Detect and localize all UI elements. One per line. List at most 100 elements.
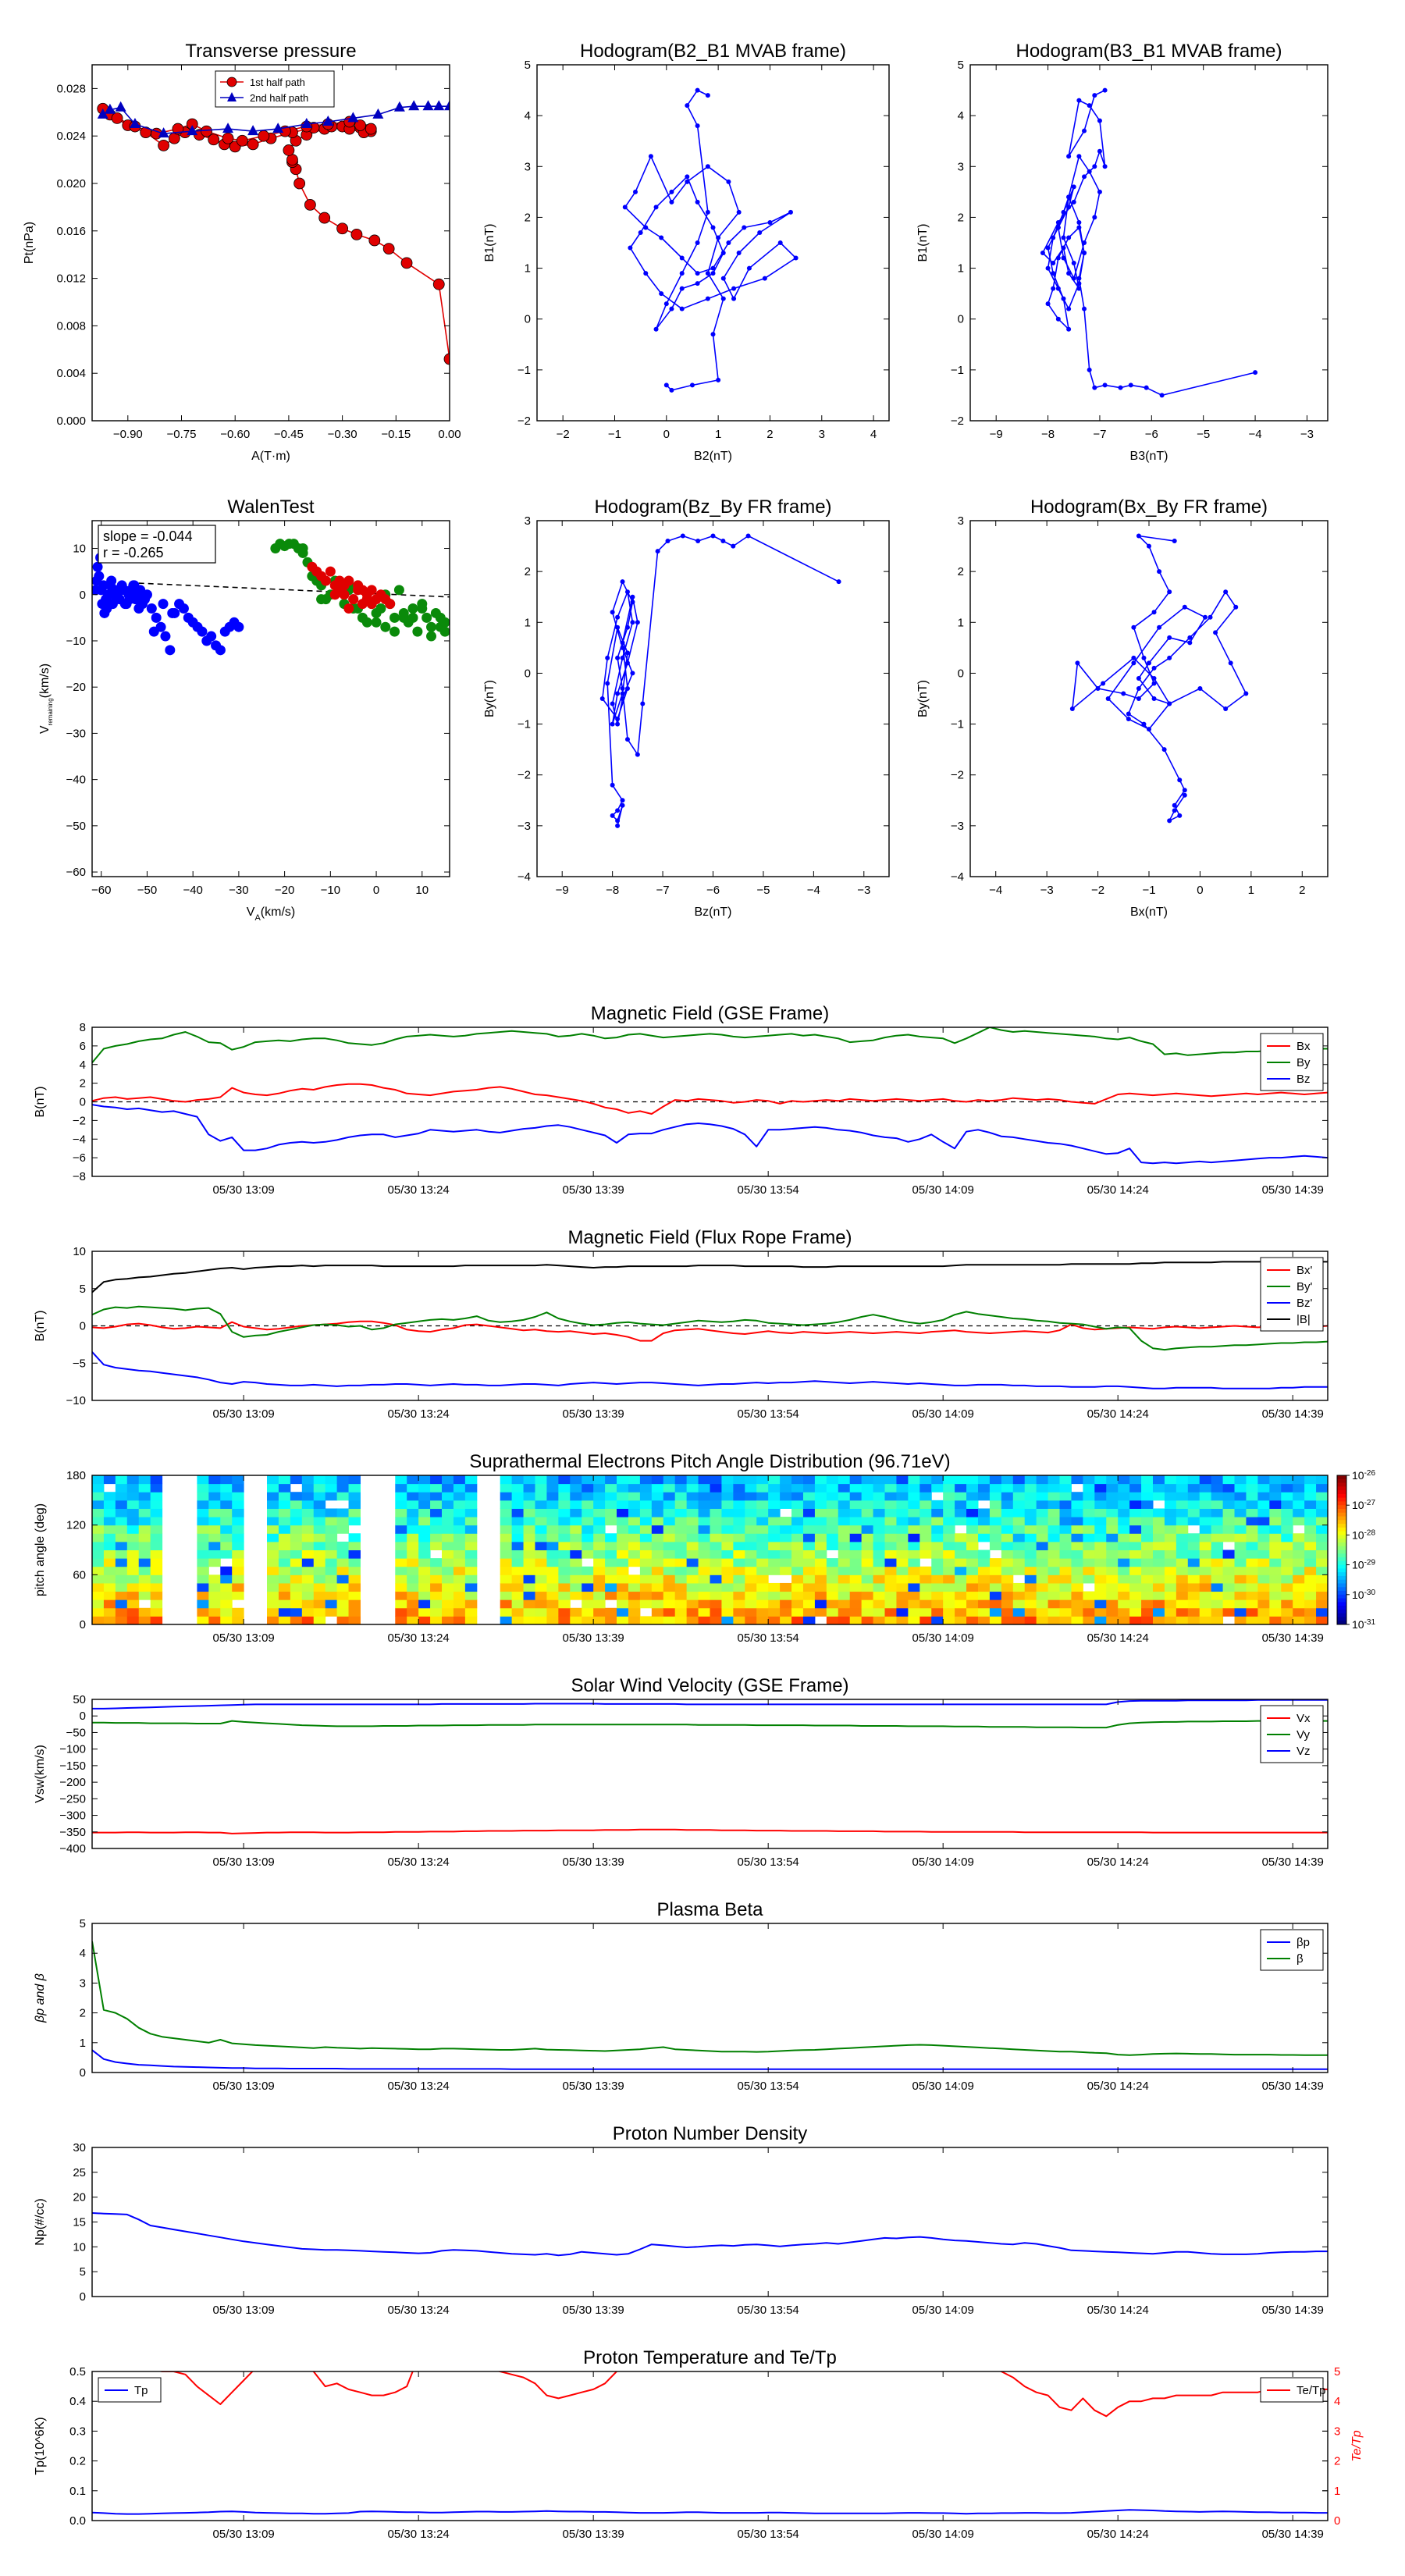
heatmap-cell [861,1483,874,1493]
heatmap-cell [768,1508,781,1517]
heatmap-cell [733,1550,745,1559]
heatmap-cell [348,1599,361,1609]
heatmap-cell [628,1508,641,1517]
heatmap-cell [1269,1599,1282,1609]
heatmap-cell [628,1582,641,1592]
heatmap-cell [908,1616,920,1624]
data-point [710,271,716,276]
heatmap-cell [1176,1591,1189,1600]
heatmap-cell [558,1582,571,1592]
heatmap-cell [115,1607,128,1617]
heatmap-cell [1199,1582,1212,1592]
heatmap-cell [791,1525,804,1534]
y-axis-label: B1(nT) [483,224,496,262]
heatmap-cell [1234,1599,1247,1609]
heatmap-cell [582,1533,594,1542]
data-point [628,245,633,251]
heatmap-cell [1118,1566,1130,1575]
heatmap-cell [1176,1541,1189,1550]
heatmap-cell [197,1492,209,1501]
heatmap-cell [325,1599,338,1609]
heatmap-cell [1222,1500,1236,1509]
heatmap-cell [464,1508,478,1517]
heatmap-cell [336,1541,350,1550]
data-point [1061,209,1066,215]
heatmap-cell [407,1550,419,1559]
heatmap-cell [617,1525,629,1534]
data-point [620,579,625,585]
heatmap-cell [442,1574,454,1584]
heatmap-cell [1001,1566,1014,1575]
heatmap-cell [1152,1517,1165,1526]
heatmap-cell [1012,1550,1026,1559]
heatmap-cell [686,1582,699,1592]
heatmap-cell [1199,1508,1212,1517]
heatmap-cell [453,1607,466,1617]
heatmap-cell [92,1541,105,1550]
heatmap-cell [1071,1599,1083,1609]
heatmap-cell [908,1550,920,1559]
data-point [1131,655,1136,660]
data-point-1st-half-path [336,222,349,235]
heatmap-cell [780,1599,792,1609]
heatmap-cell [1094,1616,1107,1624]
heatmap-cell [395,1566,407,1575]
heatmap-cell [1071,1500,1083,1509]
y-tick-label: −10 [66,635,86,648]
heatmap-cell [977,1533,991,1542]
heatmap-cell [593,1533,606,1542]
data-point-green [417,603,428,614]
heatmap-cell [582,1566,594,1575]
heatmap-cell [977,1483,991,1493]
data-point [705,296,710,301]
data-point-2nd-half-path [422,100,434,111]
x-tick-label: −6 [1145,428,1158,441]
heatmap-cell [674,1574,688,1584]
heatmap-cell [278,1500,291,1509]
heatmap-cell [1164,1599,1177,1609]
x-tick-label: 05/30 13:39 [563,2304,624,2317]
heatmap-cell [674,1492,688,1501]
heatmap-cell [464,1599,478,1609]
axes-frame [91,64,450,422]
heatmap-cell [220,1607,233,1617]
data-point [1055,255,1061,261]
heatmap-cell [802,1599,816,1609]
heatmap-cell [686,1483,699,1493]
heatmap-cell [115,1500,128,1509]
heatmap-cell [1048,1591,1061,1600]
y-axis-label: Tp(10^6K) [34,2417,47,2475]
data-point [1102,164,1108,169]
heatmap-cell [1199,1574,1212,1584]
heatmap-cell [1129,1475,1142,1485]
series-line-series-0 [1072,535,1247,822]
x-tick-label: −60 [91,884,111,897]
heatmap-cell [873,1558,886,1567]
heatmap-cell [1199,1500,1212,1509]
heatmap-cell [861,1508,874,1517]
heatmap-cell [1304,1558,1317,1567]
data-point-red [343,603,354,614]
heatmap-cell [1234,1533,1247,1542]
heatmap-cell [1187,1550,1200,1559]
heatmap-cell [733,1517,745,1526]
heatmap-cell [1059,1541,1072,1550]
heatmap-cell [336,1517,350,1526]
heatmap-cell [628,1607,641,1617]
heatmap-cell [430,1591,443,1600]
heatmap-cell [1024,1525,1037,1534]
data-point [1208,614,1213,620]
heatmap-cell [780,1566,792,1575]
heatmap-cell [1152,1574,1165,1584]
data-point-blue [111,594,122,605]
heatmap-cell [1094,1574,1107,1584]
heatmap-cell [674,1558,688,1567]
heatmap-cell [849,1525,863,1534]
colorbar-step [1337,1501,1346,1506]
plot-area [92,1941,1328,2070]
heatmap-cell [1222,1550,1236,1559]
legend-label-bx: Bx [1297,1040,1311,1053]
x-tick-label: 05/30 13:09 [213,1183,275,1197]
data-point-red [329,589,340,600]
heatmap-cell [710,1591,722,1600]
